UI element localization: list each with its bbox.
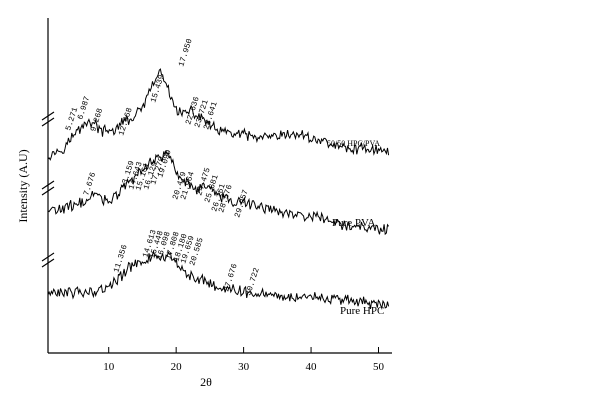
series-line-pva (47, 149, 390, 236)
y-axis-title: Intensity (A.U) (16, 149, 30, 222)
series-line-hpc (47, 250, 390, 311)
x-tick-label: 50 (373, 361, 385, 373)
series-label-hpc: Pure HPC (340, 305, 384, 317)
axis-break-middle (41, 180, 55, 196)
x-ticks: 10 20 30 40 50 (103, 347, 385, 373)
series-label-pva: Pure PVA (332, 217, 376, 229)
series-label-blend: 50/50 HPC/PVA (327, 139, 380, 148)
x-tick-label: 10 (103, 361, 115, 373)
x-tick-label: 20 (171, 361, 183, 373)
axis-break-top (41, 111, 55, 127)
x-axis-title: 2θ (200, 375, 212, 389)
series-line-blend (47, 68, 390, 161)
x-tick-label: 30 (238, 361, 250, 373)
axis-break-bottom (41, 252, 55, 268)
x-tick-label: 40 (306, 361, 318, 373)
series-layer (47, 68, 390, 311)
